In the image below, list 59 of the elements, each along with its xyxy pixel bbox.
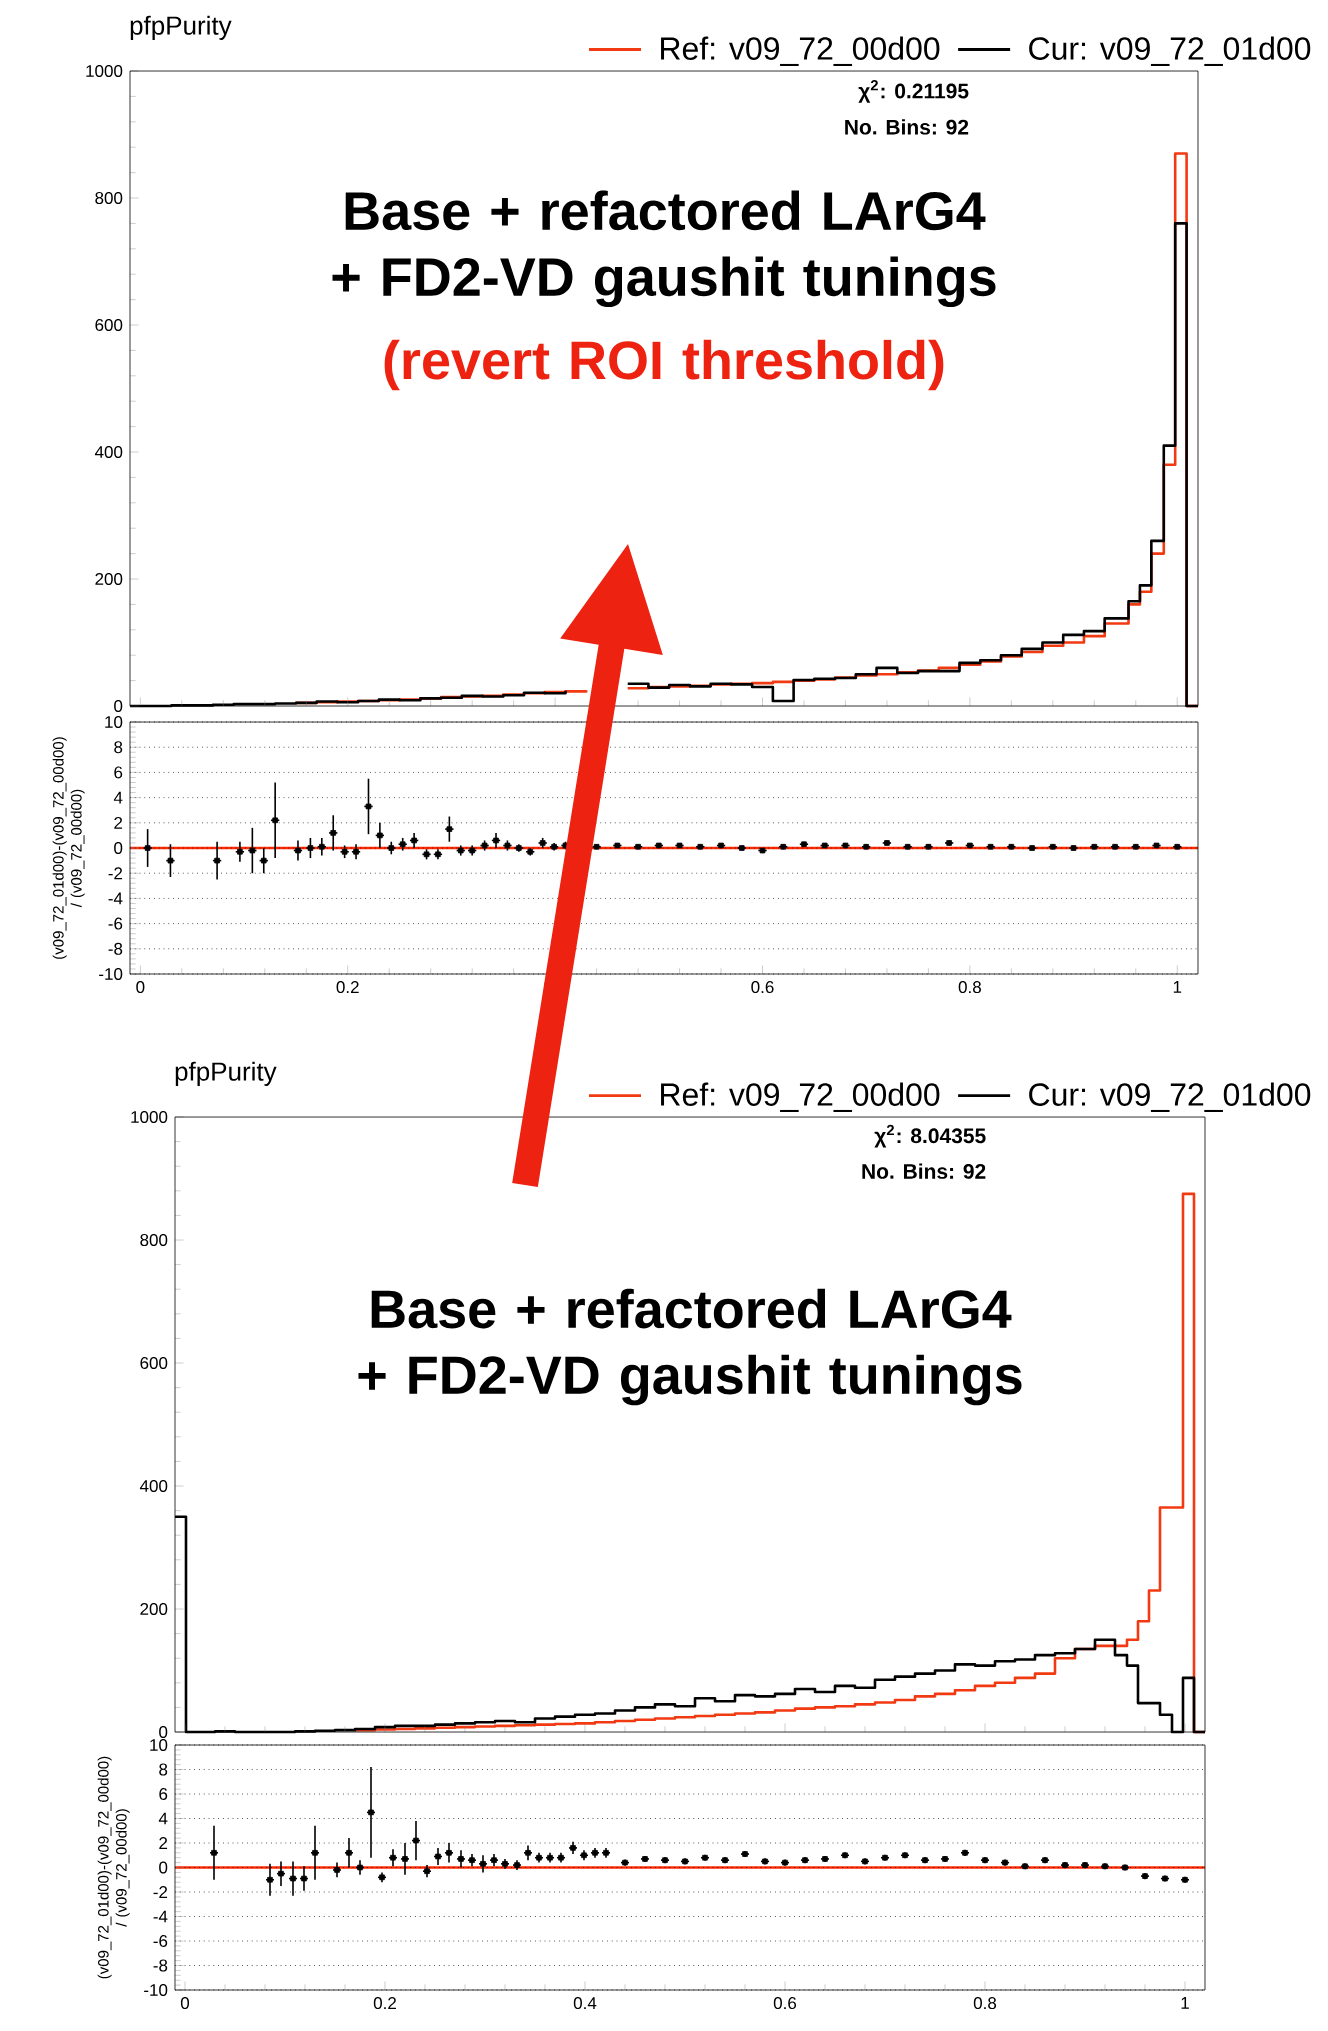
annotation: χ$^{2}$: 0.21195 <box>858 80 969 103</box>
y-tick-label: 0 <box>159 1861 168 1874</box>
y-tick-label: -8 <box>153 1959 168 1972</box>
y-tick-label: 6 <box>114 766 123 779</box>
chart-title: pfpPurity <box>175 1061 277 1086</box>
y-tick-label: -8 <box>108 942 123 955</box>
y-tick-label: 400 <box>94 446 123 459</box>
y-axis-title: (v09_72_01d00)-(v09_72_00d00) / (v09_72_00d00) <box>97 1756 130 1979</box>
y-tick-label: -2 <box>108 867 123 880</box>
x-tick-label: 0.8 <box>973 1997 997 2010</box>
y-tick-label: -4 <box>108 892 123 905</box>
legend-label: Ref: v09_72_00d00 <box>661 1082 940 1112</box>
y-axis-title: (v09_72_01d00)-(v09_72_00d00) / (v09_72_00d00) <box>52 737 85 959</box>
y-tick-label: 800 <box>95 192 123 205</box>
y-tick-label: 10 <box>105 716 123 729</box>
x-tick-label: 0.8 <box>958 981 981 994</box>
y-tick-label: 800 <box>140 1234 168 1247</box>
chart-title: pfpPurity <box>130 15 232 40</box>
legend-label: Ref: v09_72_00d00 <box>661 36 940 66</box>
y-tick-label: 200 <box>140 1603 168 1616</box>
y-tick-label: 2 <box>114 816 123 829</box>
y-tick-label: -6 <box>153 1935 168 1948</box>
y-tick-label: -2 <box>153 1886 168 1898</box>
y-tick-label: 0 <box>159 1726 168 1739</box>
y-tick-label: 600 <box>140 1357 168 1370</box>
y-tick-label: -4 <box>153 1910 168 1923</box>
x-tick-label: 0.6 <box>751 981 774 994</box>
annotation: No. Bins: 92 <box>845 119 969 135</box>
x-tick-label: 0.6 <box>773 1997 797 2010</box>
y-tick-label: 4 <box>113 791 123 804</box>
y-tick-label: -6 <box>108 917 123 930</box>
y-tick-label: -10 <box>144 1984 168 1997</box>
y-tick-label: 0 <box>114 842 123 855</box>
annotation: Base + refactored LArG4 + FD2-VD gaushit tunings <box>358 1288 1022 1406</box>
y-tick-label: 600 <box>95 319 123 332</box>
legend-label: Cur: v09_72_01d00 <box>1029 36 1311 66</box>
y-tick-label: 8 <box>159 1763 168 1776</box>
y-tick-label: 400 <box>139 1480 168 1493</box>
y-tick-label: 8 <box>114 741 123 754</box>
y-tick-label: 6 <box>159 1788 168 1801</box>
y-tick-label: 200 <box>95 573 123 586</box>
y-tick-label: 10 <box>150 1739 168 1752</box>
y-tick-label: 2 <box>159 1837 168 1849</box>
annotation: (revert ROI threshold) <box>384 339 944 391</box>
x-tick-label: 1 <box>1173 981 1182 993</box>
x-tick-label: 0.2 <box>336 981 359 994</box>
annotation: χ$^{2}$: 8.04355 <box>874 1124 986 1148</box>
y-tick-label: 1000 <box>131 1111 168 1124</box>
x-tick-label: 0 <box>180 1997 190 2010</box>
x-tick-label: 0.4 <box>573 1997 597 2010</box>
y-tick-label: 0 <box>114 700 123 713</box>
annotation: No. Bins: 92 <box>862 1163 986 1179</box>
y-tick-label: 1000 <box>86 65 123 78</box>
x-tick-label: 0.2 <box>373 1997 396 2010</box>
legend-label: Cur: v09_72_01d00 <box>1029 1082 1311 1112</box>
x-tick-label: 1 <box>1181 1997 1189 2009</box>
annotation: Base + refactored LArG4 + FD2-VD gaushit tunings <box>332 190 996 308</box>
y-tick-label: 4 <box>158 1812 168 1825</box>
y-tick-label: -10 <box>99 968 123 981</box>
